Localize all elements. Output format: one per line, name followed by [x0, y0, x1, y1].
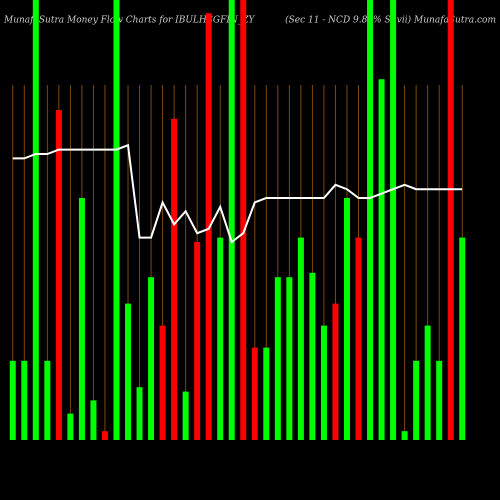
bar [413, 360, 420, 440]
bar [390, 0, 397, 440]
bar [67, 413, 74, 440]
bar [263, 347, 270, 440]
line [12, 143, 463, 244]
bar [44, 360, 51, 440]
bar [240, 0, 247, 440]
bar [228, 0, 235, 440]
bar [205, 13, 212, 440]
chart-title: MunafaSutra Money Flow Charts for IBULHS… [3, 16, 256, 26]
bar [217, 237, 224, 440]
bar [378, 79, 385, 440]
bar [401, 431, 408, 440]
bar [447, 0, 454, 440]
bar [159, 325, 166, 440]
bar [55, 110, 62, 440]
bar [125, 303, 132, 440]
bar [148, 277, 155, 440]
bar [297, 237, 304, 440]
bar [113, 0, 120, 440]
bar [355, 237, 362, 440]
bar [424, 325, 431, 440]
bar [171, 118, 178, 441]
bar [90, 400, 97, 440]
bar [251, 347, 258, 440]
bar [194, 242, 201, 440]
bar [332, 303, 339, 440]
bar [182, 391, 189, 440]
bar [320, 325, 327, 440]
bar [436, 360, 443, 440]
bar [459, 237, 466, 440]
bar [78, 198, 85, 440]
bar [136, 387, 143, 440]
bar [101, 431, 108, 440]
bar [343, 198, 350, 440]
bar [367, 0, 374, 440]
bar [21, 360, 28, 440]
bar [32, 0, 39, 440]
bar [274, 277, 281, 440]
bar [9, 360, 16, 440]
bar [309, 272, 316, 440]
bar [286, 277, 293, 440]
